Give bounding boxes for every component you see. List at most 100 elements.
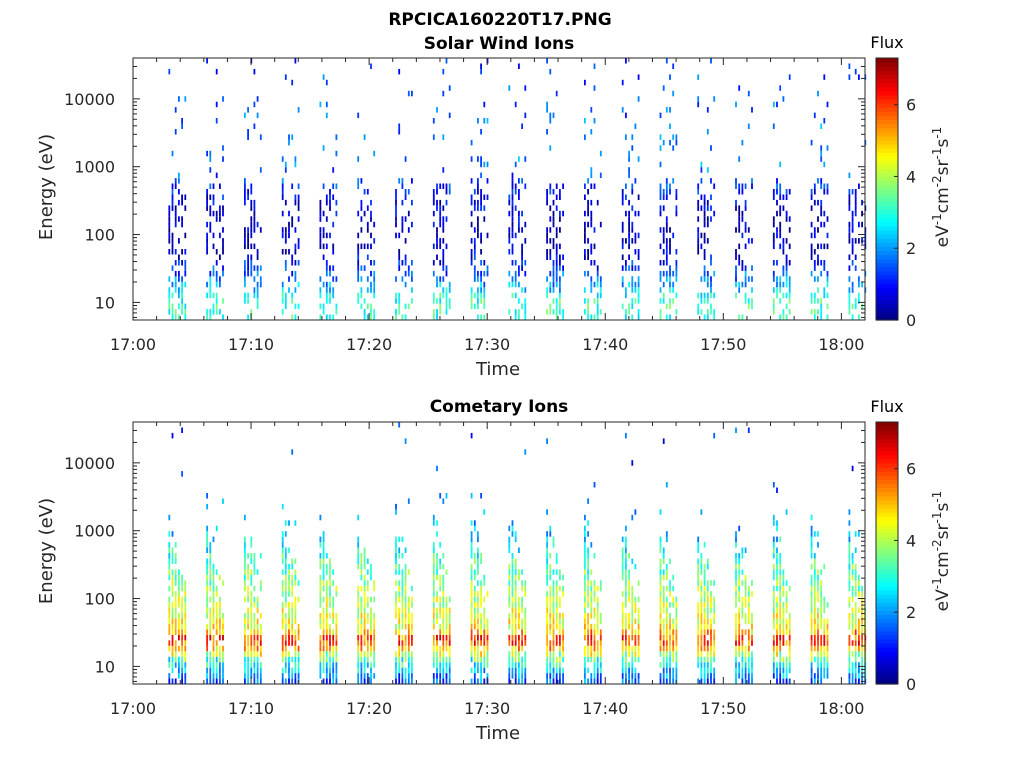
heatmap-cell [373,640,376,646]
heatmap-cell [710,645,712,652]
heatmap-cell [360,645,363,652]
heatmap-cell [590,673,593,679]
heatmap-cell [178,624,180,630]
heatmap-cell [174,678,177,684]
heatmap-cell [848,613,851,619]
heatmap-cell [776,629,778,635]
heatmap-cell [206,249,208,255]
heatmap-cell [370,667,372,674]
heatmap-cell [325,596,328,603]
heatmap-cell [480,281,482,288]
heatmap-cell [480,314,482,320]
heatmap-cell [772,569,775,575]
heatmap-cell [772,645,775,652]
heatmap-cell [360,651,363,657]
heatmap-cell [322,542,325,548]
colorbar-segment [876,430,898,435]
heatmap-cell [168,678,171,684]
heatmap-cell [826,276,829,282]
heatmap-cell [360,563,363,570]
heatmap-cell [669,238,671,244]
heatmap-cell [776,189,778,195]
heatmap-cell [477,569,479,575]
heatmap-cell [171,624,174,630]
heatmap-cell [407,498,410,504]
heatmap-cell [319,580,322,586]
heatmap-cell [546,591,548,597]
heatmap-cell [741,139,744,146]
heatmap-cell [319,634,322,641]
heatmap-cell [559,640,561,646]
heatmap-cell [168,574,171,581]
heatmap-cell [788,662,791,668]
heatmap-cell [744,667,747,674]
heatmap-cell [552,309,555,315]
heatmap-cell [470,432,473,439]
heatmap-cell [511,281,514,288]
heatmap-cell [703,542,706,548]
heatmap-cell [473,624,476,630]
heatmap-cell [206,150,208,157]
heatmap-cell [244,112,246,119]
heatmap-cell [562,613,564,619]
heatmap-cell [206,542,208,548]
heatmap-cell [675,656,678,663]
heatmap-cell [508,613,511,619]
heatmap-cell [555,640,558,646]
heatmap-cell [480,172,482,179]
heatmap-cell [776,634,778,641]
heatmap-cell [782,281,785,288]
heatmap-cell [861,667,863,674]
heatmap-cell [710,678,712,684]
heatmap-cell [480,63,482,69]
heatmap-cell [178,613,180,619]
heatmap-cell [514,314,517,320]
heatmap-cell [625,596,627,603]
heatmap-cell [596,624,599,630]
heatmap-cell [665,221,668,228]
heatmap-cell [628,624,630,630]
heatmap-cell [247,613,249,619]
heatmap-cell [442,238,445,244]
heatmap-cell [325,298,328,304]
heatmap-cell [549,303,552,310]
heatmap-cell [820,585,823,592]
heatmap-cell [432,199,435,206]
heatmap-cell [178,645,180,652]
heatmap-cell [738,281,741,288]
heatmap-cell [445,309,448,315]
heatmap-cell [555,265,558,271]
heatmap-cell [851,281,854,288]
heatmap-cell [776,585,778,592]
heatmap-cell [439,563,442,570]
heatmap-cell [174,629,177,635]
y-tick-label: 10 [95,293,115,312]
colorbar-segment [876,434,898,439]
heatmap-cell [373,238,376,244]
heatmap-cell [514,580,517,586]
heatmap-cell [593,553,596,559]
heatmap-cell [596,656,599,663]
heatmap-cell [442,673,445,679]
heatmap-cell [559,303,561,310]
heatmap-cell [628,591,630,597]
heatmap-cell [665,482,668,488]
heatmap-cell [751,287,753,293]
heatmap-cell [851,640,854,646]
heatmap-cell [559,227,561,233]
heatmap-cell [735,276,737,282]
heatmap-cell [370,607,372,614]
heatmap-cell [319,602,322,608]
heatmap-cell [473,199,476,206]
heatmap-cell [518,602,520,608]
heatmap-cell [738,216,741,222]
heatmap-cell [587,585,589,592]
heatmap-cell [861,221,863,228]
heatmap-cell [174,553,177,559]
heatmap-cell [206,525,208,532]
heatmap-cell [659,227,662,233]
heatmap-cell [662,591,665,597]
heatmap-cell [247,585,249,592]
heatmap-cell [848,265,851,271]
heatmap-cell [514,161,517,168]
